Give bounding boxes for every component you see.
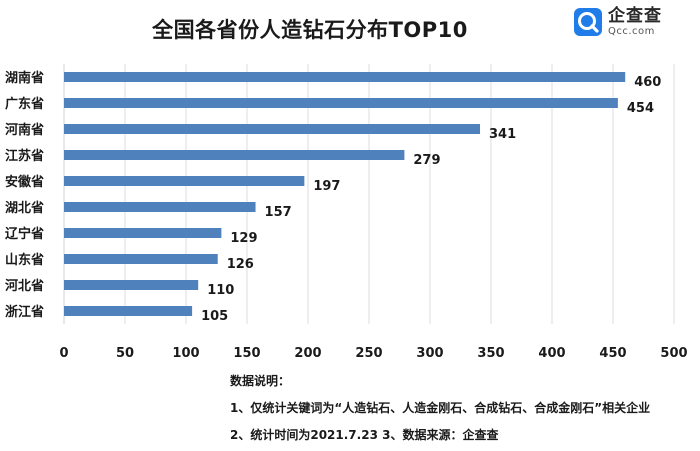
data-label: 110 <box>207 283 234 298</box>
data-labels: 460 454 341 279 197 157 129 126 110 105 <box>201 75 661 324</box>
category-label: 湖北省 <box>5 200 44 216</box>
bar <box>64 176 305 186</box>
notes-line-1: 1、仅统计关键词为“人造钻石、人造金刚石、合成钻石、合成金刚石”相关企业 <box>230 401 651 415</box>
category-label: 广东省 <box>5 96 44 112</box>
x-tick-label: 350 <box>477 346 504 361</box>
x-tick-labels: 0 50 100 150 200 250 300 350 400 450 500 <box>59 346 687 361</box>
bar <box>64 306 193 316</box>
bar <box>64 254 218 264</box>
bar <box>64 98 618 108</box>
data-label: 129 <box>230 231 257 246</box>
bar <box>64 202 256 212</box>
logo-name: 企查查 <box>608 5 662 26</box>
x-tick-label: 400 <box>538 346 565 361</box>
qcc-logo: 企查查 Qcc.com <box>573 5 662 39</box>
x-tick-label: 250 <box>355 346 382 361</box>
x-tick-label: 100 <box>172 346 199 361</box>
x-tick-label: 200 <box>294 346 321 361</box>
data-label: 341 <box>489 127 516 142</box>
bars <box>64 72 626 316</box>
category-label: 江苏省 <box>5 148 44 164</box>
x-tick-label: 0 <box>59 346 68 361</box>
data-label: 279 <box>413 153 440 168</box>
data-label: 105 <box>201 309 228 324</box>
x-tick-label: 500 <box>660 346 687 361</box>
chart-title: 全国各省份人造钻石分布TOP10 <box>152 18 468 42</box>
notes-heading: 数据说明： <box>230 374 291 388</box>
x-tick-label: 50 <box>116 346 134 361</box>
qcc-logo-icon <box>574 8 602 36</box>
category-label: 湖南省 <box>5 70 44 86</box>
x-tick-label: 150 <box>233 346 260 361</box>
data-label: 460 <box>634 75 661 90</box>
x-tick-label: 300 <box>416 346 443 361</box>
category-label: 浙江省 <box>5 304 44 320</box>
x-tick-label: 450 <box>599 346 626 361</box>
data-label: 197 <box>313 179 340 194</box>
logo-domain: Qcc.com <box>608 25 655 37</box>
data-label: 157 <box>265 205 292 220</box>
bar <box>64 72 626 82</box>
bar <box>64 228 222 238</box>
category-label: 河南省 <box>5 122 44 138</box>
bar <box>64 150 405 160</box>
category-label: 辽宁省 <box>5 226 44 242</box>
notes-line-2: 2、统计时间为2021.7.23 3、数据来源：企查查 <box>230 428 499 442</box>
data-label: 126 <box>227 257 254 272</box>
data-label: 454 <box>627 101 654 116</box>
category-label: 山东省 <box>5 252 44 268</box>
category-label: 安徽省 <box>5 174 44 190</box>
bar <box>64 280 199 290</box>
category-label: 河北省 <box>5 278 44 294</box>
bar <box>64 124 481 134</box>
